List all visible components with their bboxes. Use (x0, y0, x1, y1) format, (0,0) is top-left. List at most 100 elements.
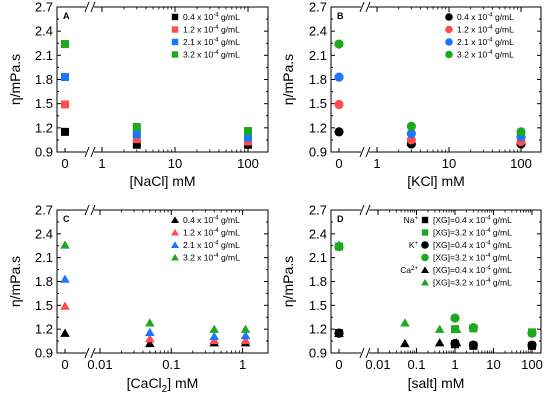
series-0 (60, 328, 251, 348)
x-tick-label: 1 (373, 156, 380, 171)
axis-break-gap (86, 146, 94, 158)
y-axis-title: η/mPa.s (7, 54, 23, 105)
data-point (451, 338, 462, 347)
legend-label-main: 3.2 x 10 (183, 253, 214, 263)
legend-label-main: [XG]=0.4 x 10 (433, 265, 485, 275)
data-point (61, 100, 69, 109)
legend-label-unit: g/mL (491, 228, 513, 238)
legend-label-main: 2.1 x 10 (183, 240, 214, 250)
data-point (240, 324, 251, 333)
data-point (400, 338, 410, 348)
panel-letter: C (63, 214, 70, 224)
panel-C: 0.9 1.2 1.5 1.8 2.1 2.4 2.7 0 0.01 0.1 1 η/mPa.s [Ca… (7, 203, 269, 395)
legend-label: 1.2 x 10-4 g/mL (183, 228, 240, 238)
legend-label-exp: -4 (213, 25, 219, 31)
legend-marker (171, 241, 179, 248)
y-tick-label: 1.2 (35, 120, 53, 135)
legend-marker (171, 13, 179, 21)
y-axis-title: η/mPa.s (280, 54, 296, 105)
axis-break-mark (90, 1, 96, 13)
data-point (145, 338, 155, 348)
legend-label: [XG]=0.4 x 10-4 g/mL (433, 215, 512, 225)
legend-ion-charge: 2+ (411, 266, 418, 272)
data-point (61, 127, 69, 136)
x-axis-title-sub: 2 (162, 384, 168, 395)
legend-marker (421, 278, 429, 286)
axis-break-mark (90, 347, 96, 359)
y-tick-label: 2.4 (309, 226, 327, 241)
x-tick-label-zero: 0 (61, 357, 68, 372)
legend-label-unit: g/mL (219, 240, 241, 250)
y-tick-label: 2.7 (309, 203, 327, 218)
x-tick-label: 1 (239, 357, 246, 372)
legend-label-exp: -4 (213, 253, 219, 259)
data-point (61, 40, 69, 49)
legend-label-exp: -4 (485, 278, 491, 284)
legend-label: 0.4 x 10-4 g/mL (457, 12, 514, 22)
x-tick-label-zero: 0 (335, 357, 342, 372)
legend-label-unit: g/mL (493, 12, 515, 22)
axis-break-mark (84, 204, 90, 216)
legend-label-exp: -4 (487, 25, 493, 31)
legend-label: 1.2 x 10-4 g/mL (183, 25, 240, 35)
series-1 (61, 100, 252, 146)
legend-ion-charge: + (414, 241, 418, 247)
series-2 (334, 72, 526, 142)
axis-break-mark (365, 347, 371, 359)
data-point (145, 318, 155, 327)
y-tick-label: 1.5 (309, 96, 327, 111)
y-tick-label: 2.1 (309, 250, 327, 265)
series-2 (334, 328, 537, 350)
legend-label-main: [XG]=3.2 x 10 (433, 228, 485, 238)
axis-break-mark (90, 204, 96, 216)
y-tick-label: 2.4 (309, 24, 327, 39)
legend-label-unit: g/mL (219, 37, 241, 47)
legend-label-exp: -4 (213, 13, 219, 19)
series-1 (334, 99, 526, 147)
panel-A: 0.9 1.2 1.5 1.8 2.1 2.4 2.7 0 1 10 100 η/mPa.s [NaCl… (7, 0, 269, 189)
legend-label-exp: -4 (485, 216, 491, 222)
axis-break-gap (86, 1, 94, 13)
axis-break-mark (365, 204, 371, 216)
axis-break-mark (359, 1, 365, 13)
legend-label-unit: g/mL (491, 253, 513, 263)
x-tick-label-zero: 0 (61, 156, 68, 171)
legend-label-unit: g/mL (493, 37, 515, 47)
legend-label-main: 1.2 x 10 (457, 25, 488, 35)
data-point (400, 318, 410, 327)
series-3 (60, 240, 251, 333)
data-point (132, 135, 141, 144)
legend-label-unit: g/mL (219, 228, 241, 238)
legend-label-exp: -4 (485, 266, 491, 272)
axis-break-mark (365, 146, 371, 158)
x-tick-label: 0.01 (365, 357, 390, 372)
panel-letter: B (337, 11, 344, 21)
x-tick-label: 10 (168, 156, 182, 171)
series-0 (334, 127, 526, 149)
legend-label: [XG]=3.2 x 10-4 g/mL (433, 253, 512, 263)
legend-marker (171, 253, 179, 261)
legend-label-unit: g/mL (219, 50, 241, 60)
axis-break-mark (84, 146, 90, 158)
series-1 (60, 301, 251, 344)
y-tick-label: 1.5 (309, 298, 327, 313)
y-tick-label: 2.4 (35, 24, 53, 39)
data-point (145, 334, 155, 343)
legend-label: [XG]=0.4 x 10-4 g/mL (433, 240, 512, 250)
legend-label: 2.1 x 10-4 g/mL (183, 240, 240, 250)
legend-label-exp: -4 (485, 228, 491, 234)
axis-break-gap (361, 204, 369, 216)
legend-label-exp: -4 (485, 241, 491, 247)
data-point (516, 127, 526, 137)
legend-marker (445, 13, 453, 21)
legend-ion: Na+ (404, 215, 419, 225)
series-2 (61, 73, 252, 142)
axis-break-mark (359, 347, 365, 359)
data-point (434, 338, 445, 347)
legend-marker (421, 229, 429, 236)
y-tick-label: 2.7 (35, 203, 53, 218)
panel-letter: A (63, 11, 70, 21)
x-axis-title-rest: ] mM (167, 375, 198, 391)
axis-break-gap (361, 1, 369, 13)
